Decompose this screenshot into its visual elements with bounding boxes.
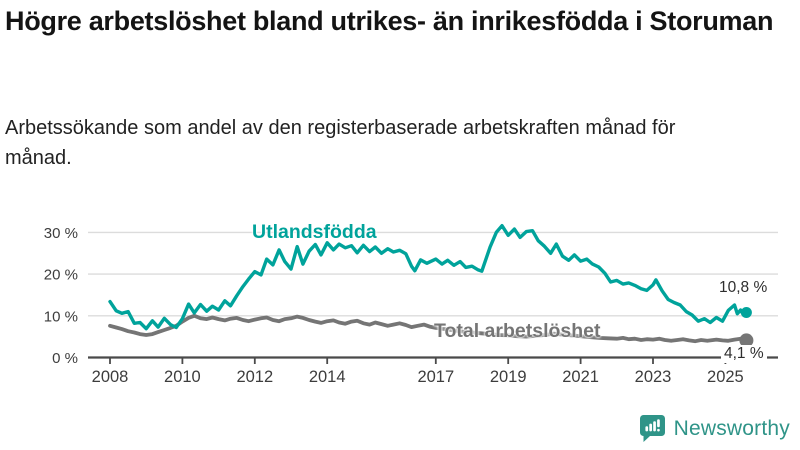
y-tick-label-0: 0 % [52,350,78,367]
y-tick-label-20: 20 % [44,267,78,284]
total-arbetsloshet-line [108,313,749,344]
end-value-total-arbetsloshet: 4,1 % [721,345,767,363]
x-tick-label-2008: 2008 [92,368,129,386]
series-label-total-arbetsloshet: Total arbetslöshet [434,320,601,342]
x-tick-label-2025: 2025 [707,368,744,386]
series-label-utlandsfodda: Utlandsfödda [252,221,377,243]
x-tick-label-2012: 2012 [236,368,273,386]
y-tick-label-30: 30 % [44,225,78,242]
y-tick-label-10: 10 % [44,308,78,325]
x-tick-label-2023: 2023 [635,368,672,386]
newsworthy-wordmark: Newsworthy [673,416,790,440]
x-tick-label-2014: 2014 [309,368,346,386]
utlandsfodda-end-dot [740,307,752,318]
x-tick-label-2010: 2010 [164,368,201,386]
page-title: Högre arbetslöshet bland utrikes- än inr… [5,6,774,36]
total-arbetsloshet-end-dot [739,333,754,348]
page-subtitle: Arbetssökande som andel av den registerb… [5,117,676,169]
x-tick-label-2017: 2017 [417,368,454,386]
x-tick-label-2021: 2021 [562,368,599,386]
newsworthy-brand: Newsworthy [639,414,790,443]
x-tick-label-2019: 2019 [490,368,527,386]
utlandsfodda-line [108,223,749,331]
end-value-utlandsfodda: 10,8 % [719,279,768,296]
bar-chart-speech-bubble-icon [639,414,666,443]
